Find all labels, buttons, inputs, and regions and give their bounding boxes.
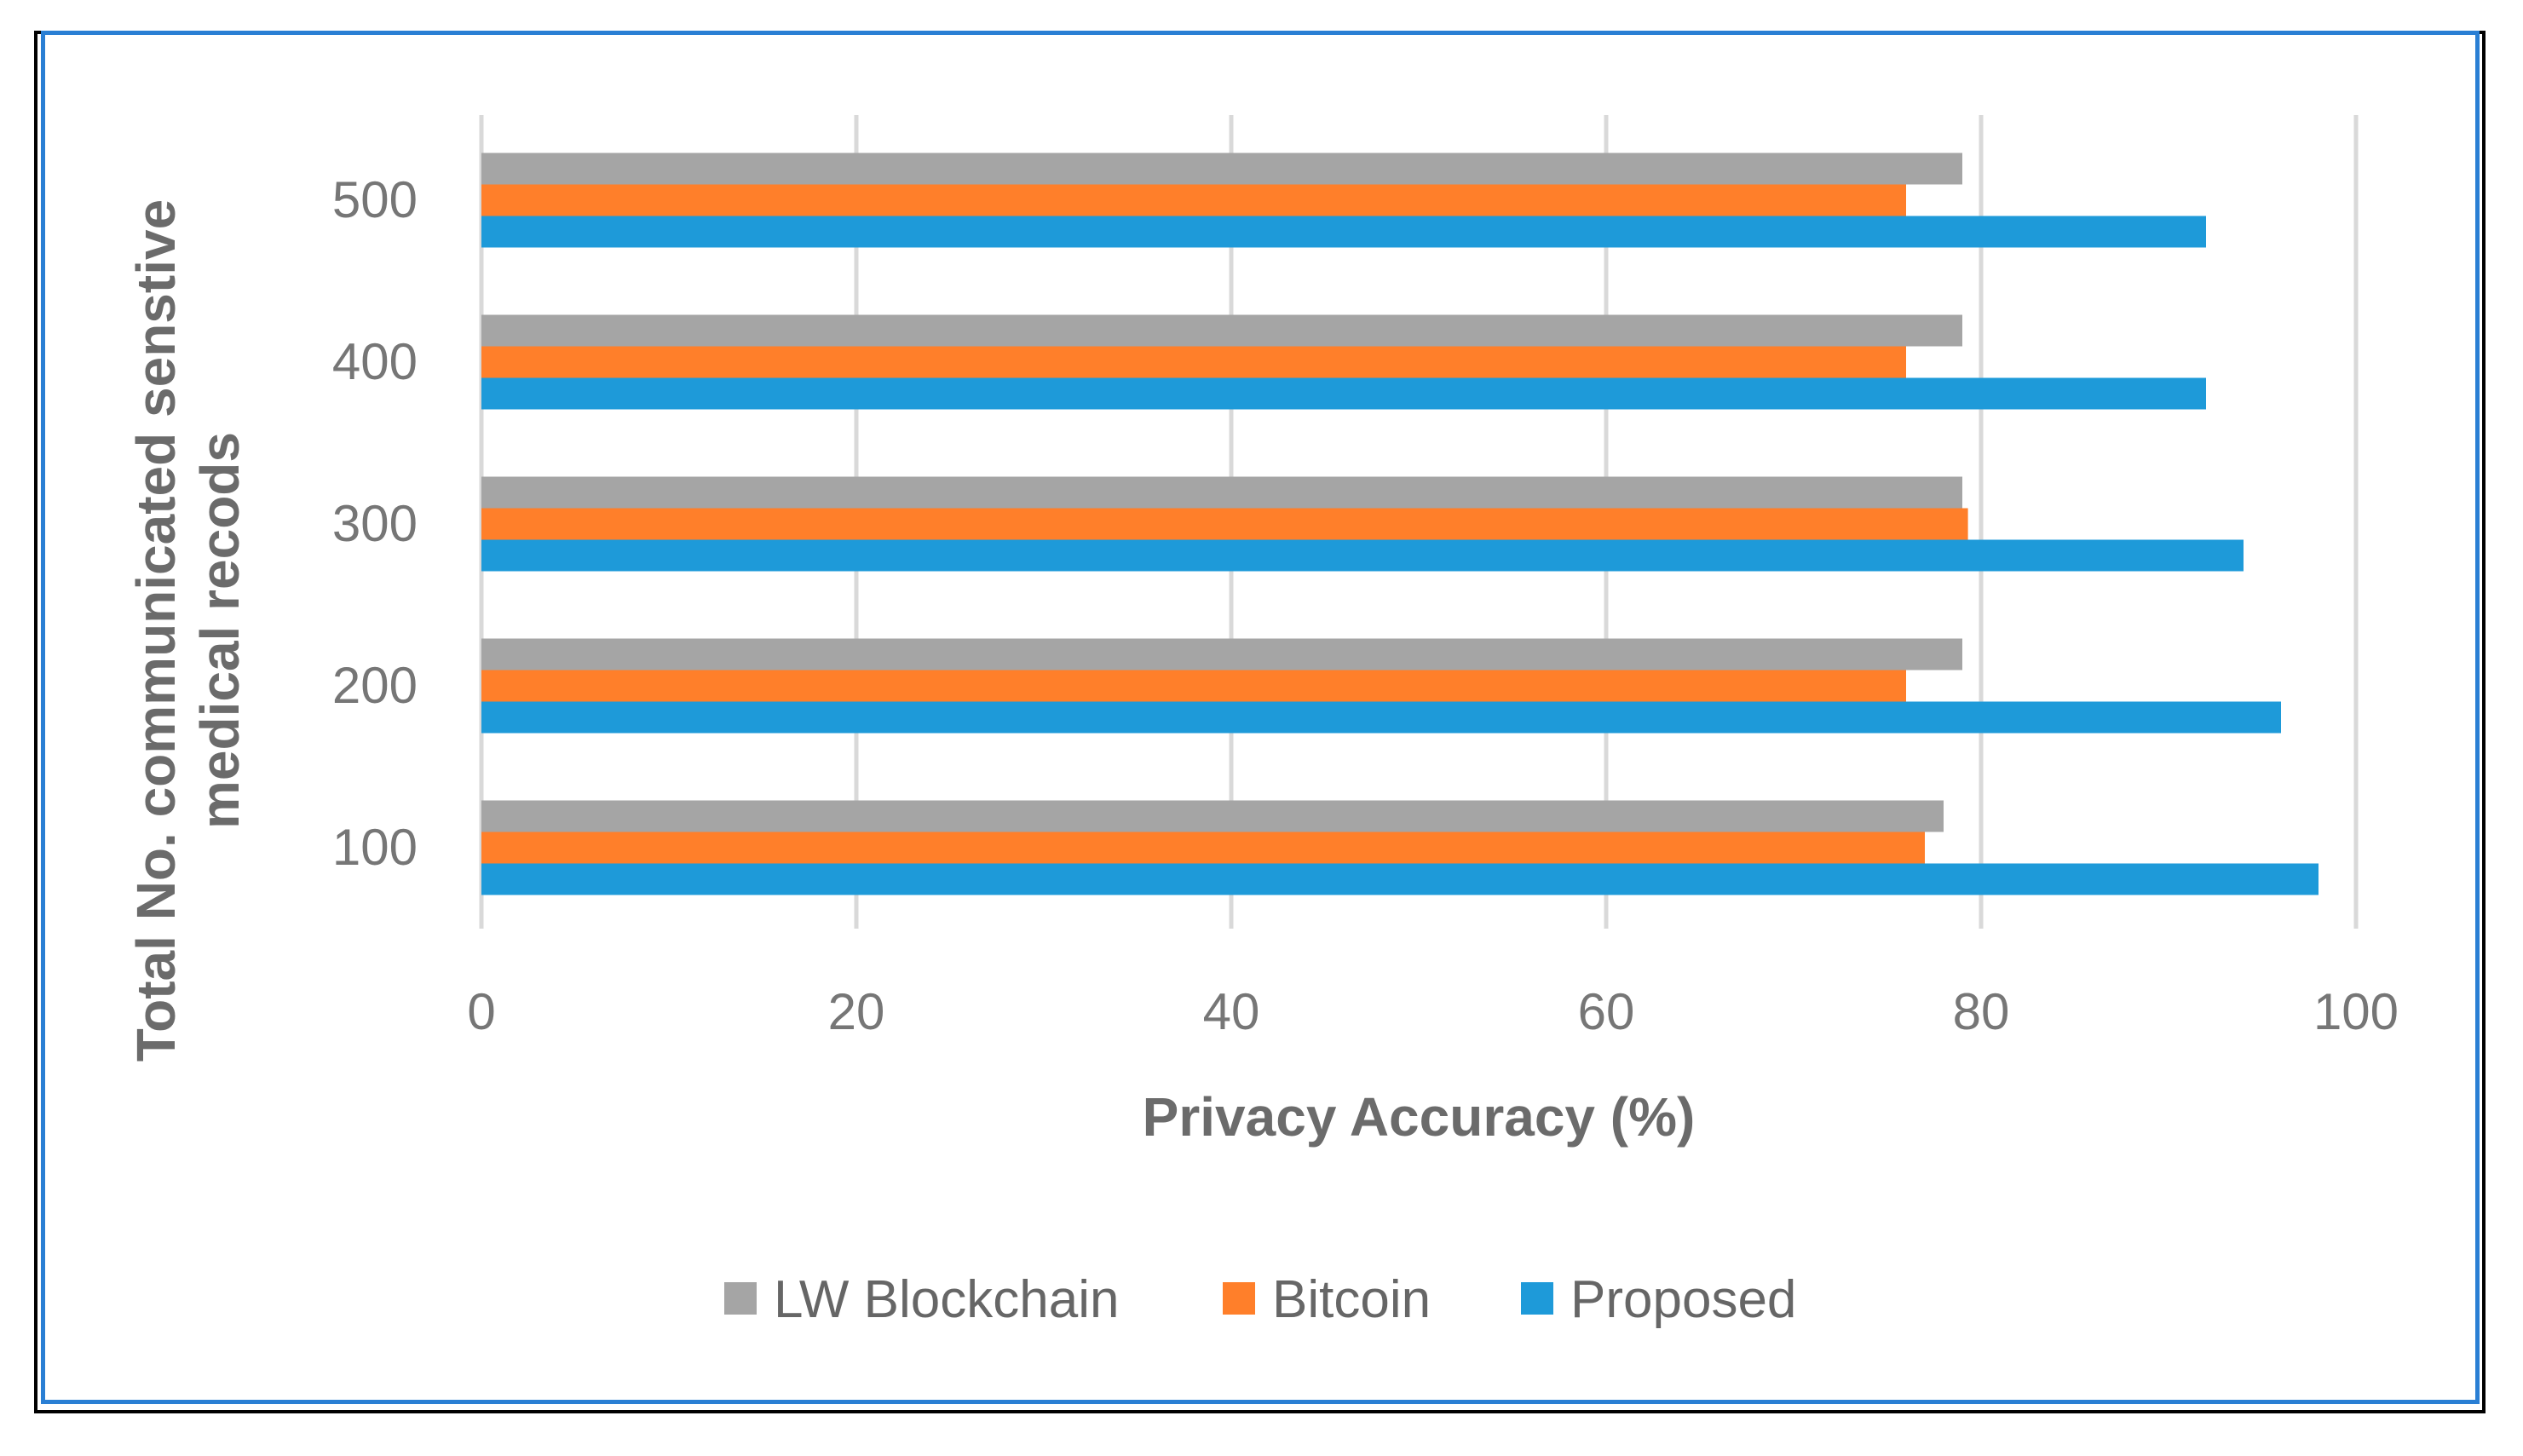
x-tick-label-0: 0 xyxy=(467,983,495,1040)
legend-label-lw-blockchain: LW Blockchain xyxy=(774,1270,1119,1329)
y-tick-labels: 100 200 300 400 500 xyxy=(332,171,418,876)
bar-bitcoin-200 xyxy=(481,670,1906,702)
bar-bitcoin-400 xyxy=(481,346,1906,378)
x-tick-label-100: 100 xyxy=(2313,983,2399,1040)
bar-lw-blockchain-500 xyxy=(481,153,1962,185)
x-tick-label-20: 20 xyxy=(828,983,885,1040)
legend-label-proposed: Proposed xyxy=(1570,1270,1796,1329)
y-axis-title-line-1: Total No. communicated senstive xyxy=(125,199,187,1062)
legend-label-bitcoin: Bitcoin xyxy=(1272,1270,1431,1329)
bar-lw-blockchain-100 xyxy=(481,800,1944,832)
bar-lw-blockchain-200 xyxy=(481,638,1962,670)
bar-lw-blockchain-300 xyxy=(481,476,1962,509)
chart-frame xyxy=(41,31,2480,1404)
bar-bitcoin-300 xyxy=(481,508,1968,540)
x-tick-label-80: 80 xyxy=(1953,983,2010,1040)
bar-bitcoin-100 xyxy=(481,832,1925,864)
x-axis-title: Privacy Accuracy (%) xyxy=(1143,1086,1696,1148)
y-axis-title-line-2: medical recods xyxy=(189,432,251,829)
x-tick-label-40: 40 xyxy=(1203,983,1260,1040)
bar-proposed-400 xyxy=(481,377,2206,410)
y-tick-label-300: 300 xyxy=(332,495,418,552)
bar-proposed-200 xyxy=(481,701,2281,734)
x-tick-labels: 0 20 40 60 80 100 xyxy=(467,983,2399,1040)
legend-swatch-proposed xyxy=(1521,1282,1553,1315)
bar-group xyxy=(481,153,2319,895)
legend: LW Blockchain Bitcoin Proposed xyxy=(724,1270,1796,1329)
bar-proposed-300 xyxy=(481,539,2244,572)
bar-bitcoin-500 xyxy=(481,184,1906,216)
legend-swatch-lw-blockchain xyxy=(724,1282,757,1315)
y-axis-title: Total No. communicated senstive medical … xyxy=(125,199,251,1062)
x-tick-label-60: 60 xyxy=(1578,983,1635,1040)
y-tick-label-100: 100 xyxy=(332,819,418,876)
bar-proposed-500 xyxy=(481,216,2206,248)
y-tick-label-500: 500 xyxy=(332,171,418,228)
y-tick-label-400: 400 xyxy=(332,333,418,390)
y-tick-label-200: 200 xyxy=(332,657,418,714)
legend-swatch-bitcoin xyxy=(1223,1282,1255,1315)
bar-proposed-100 xyxy=(481,863,2319,895)
bar-lw-blockchain-400 xyxy=(481,314,1962,347)
